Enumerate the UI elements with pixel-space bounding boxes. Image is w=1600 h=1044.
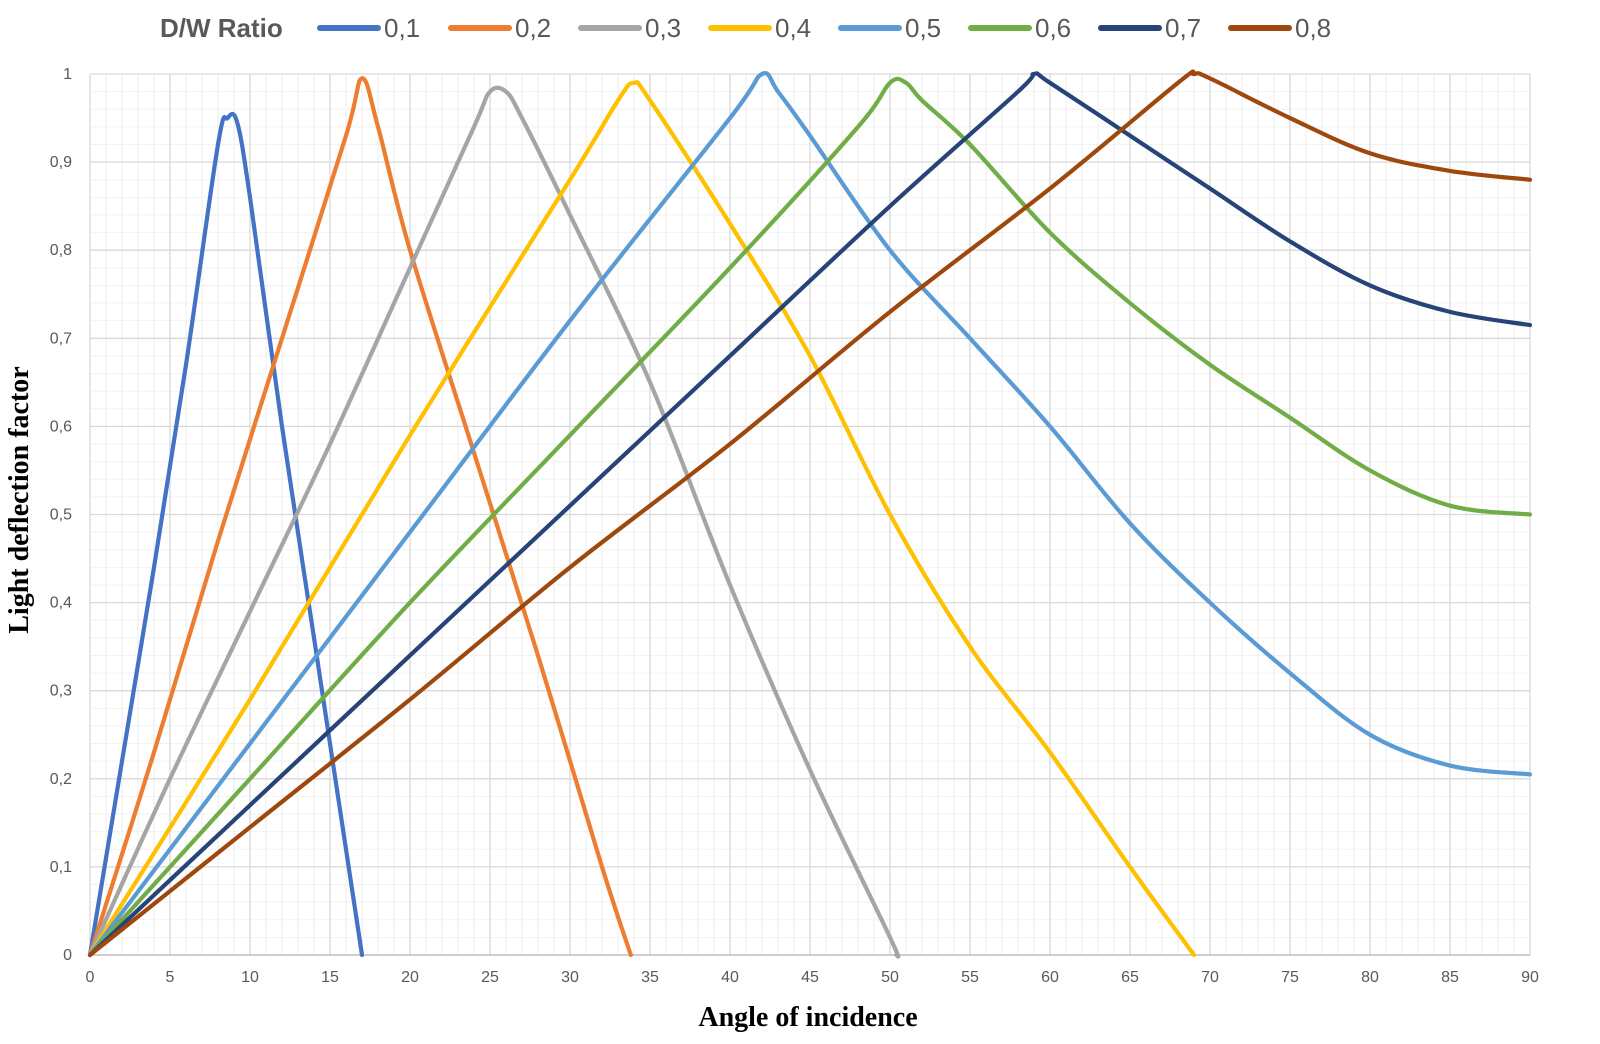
x-tick-label: 75	[1281, 969, 1299, 986]
y-tick-label: 0,9	[50, 154, 72, 171]
x-axis-ticks: 0 5 10 15 20 25 30 35 40 45 50 55 60 65 70 75 80 85 90	[86, 969, 1539, 986]
legend-label: 0,3	[645, 13, 681, 43]
series-line-0-4	[87, 80, 1197, 958]
series-line-0-5	[87, 71, 1533, 958]
x-tick-label: 0	[86, 969, 95, 986]
y-axis-title: Light deflection factor	[4, 366, 35, 634]
y-tick-label: 0,6	[50, 418, 72, 435]
x-tick-label: 15	[321, 969, 339, 986]
x-tick-label: 85	[1441, 969, 1459, 986]
x-tick-label: 70	[1201, 969, 1219, 986]
y-tick-label: 0,1	[50, 859, 72, 876]
y-tick-label: 0,4	[50, 595, 72, 612]
grid	[89, 73, 1531, 956]
legend-label: 0,7	[1165, 13, 1201, 43]
x-tick-label: 60	[1041, 969, 1059, 986]
x-tick-label: 30	[561, 969, 579, 986]
legend-label: 0,6	[1035, 13, 1071, 43]
legend-label: 0,1	[384, 13, 420, 43]
x-axis-title: Angle of incidence	[698, 1002, 917, 1033]
x-tick-label: 25	[481, 969, 499, 986]
y-tick-label: 0,5	[50, 507, 72, 524]
x-tick-label: 80	[1361, 969, 1379, 986]
series-lines	[87, 69, 1533, 959]
y-tick-label: 0,3	[50, 683, 72, 700]
y-axis-ticks: 0 0,1 0,2 0,3 0,4 0,5 0,6 0,7 0,8 0,9 1	[50, 66, 72, 964]
x-tick-label: 35	[641, 969, 659, 986]
y-tick-label: 0,8	[50, 242, 72, 259]
legend-label: 0,5	[905, 13, 941, 43]
x-tick-label: 40	[721, 969, 739, 986]
x-tick-label: 10	[241, 969, 259, 986]
x-tick-label: 5	[166, 969, 175, 986]
series-line-0-7	[87, 71, 1533, 958]
legend: D/W Ratio 0,1 0,2 0,3 0,4 0,5 0,6 0,7 0,8	[160, 13, 1331, 43]
series-line-0-6	[87, 76, 1533, 958]
y-tick-label: 0,2	[50, 771, 72, 788]
series-line-0-1	[87, 111, 365, 958]
legend-title: D/W Ratio	[160, 13, 283, 43]
legend-label: 0,8	[1295, 13, 1331, 43]
y-tick-label: 1	[63, 66, 72, 83]
series-line-0-8	[87, 69, 1533, 958]
x-tick-label: 90	[1521, 969, 1539, 986]
series-line-0-2	[87, 76, 633, 958]
y-tick-label: 0,7	[50, 330, 72, 347]
series-line-0-3	[87, 85, 901, 959]
x-tick-label: 50	[881, 969, 899, 986]
x-tick-label: 55	[961, 969, 979, 986]
y-tick-label: 0	[63, 947, 72, 964]
legend-label: 0,2	[515, 13, 551, 43]
legend-label: 0,4	[775, 13, 811, 43]
x-tick-label: 45	[801, 969, 819, 986]
x-tick-label: 20	[401, 969, 419, 986]
x-tick-label: 65	[1121, 969, 1139, 986]
